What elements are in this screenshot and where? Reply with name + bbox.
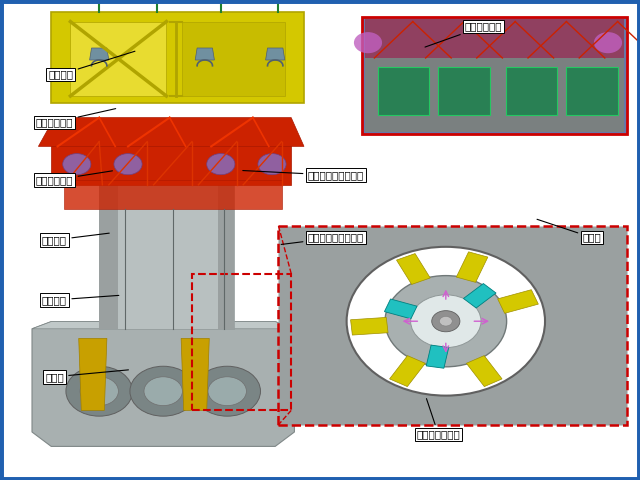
Bar: [378, 67, 429, 115]
Text: 钢管桩下部抱桩系统: 钢管桩下部抱桩系统: [281, 233, 364, 244]
Text: 剪力键: 剪力键: [537, 219, 602, 242]
Circle shape: [66, 366, 132, 416]
Circle shape: [354, 32, 382, 53]
Circle shape: [347, 247, 545, 396]
Circle shape: [207, 154, 235, 175]
Polygon shape: [397, 253, 430, 285]
Circle shape: [63, 154, 91, 175]
Text: 墩身顶紧机构: 墩身顶紧机构: [425, 22, 502, 47]
Polygon shape: [64, 180, 282, 209]
Circle shape: [144, 377, 182, 406]
Bar: [566, 67, 618, 115]
Circle shape: [594, 32, 622, 53]
Polygon shape: [51, 142, 291, 185]
Bar: [278, 226, 627, 425]
Polygon shape: [463, 284, 496, 308]
Bar: [365, 58, 624, 132]
Polygon shape: [266, 48, 285, 60]
Text: 首节墩台: 首节墩台: [42, 295, 119, 305]
Polygon shape: [32, 322, 294, 446]
Polygon shape: [90, 48, 109, 60]
Polygon shape: [218, 146, 234, 329]
Polygon shape: [38, 118, 304, 146]
Circle shape: [114, 154, 142, 175]
Polygon shape: [99, 146, 234, 329]
Polygon shape: [51, 12, 304, 103]
Bar: [365, 19, 624, 58]
Circle shape: [440, 316, 452, 326]
Circle shape: [258, 154, 286, 175]
Polygon shape: [70, 22, 166, 96]
Polygon shape: [181, 338, 209, 410]
Text: 底部承托桁架: 底部承托桁架: [36, 108, 116, 127]
Circle shape: [432, 311, 460, 332]
Circle shape: [80, 377, 118, 406]
Bar: [438, 67, 490, 115]
Polygon shape: [456, 252, 488, 282]
Polygon shape: [182, 22, 285, 96]
Bar: [506, 67, 557, 115]
Polygon shape: [385, 299, 417, 319]
Text: 吊具主梁: 吊具主梁: [48, 51, 135, 79]
Text: 钢管桩上部抱桩系统: 钢管桩上部抱桩系统: [243, 170, 364, 180]
Polygon shape: [99, 146, 118, 329]
Polygon shape: [498, 290, 538, 313]
Circle shape: [385, 276, 507, 367]
Text: 楔形块顶紧机构: 楔形块顶紧机构: [417, 398, 460, 439]
Polygon shape: [79, 338, 107, 410]
Text: 柔性吊索: 柔性吊索: [42, 233, 109, 245]
Polygon shape: [32, 322, 294, 329]
Circle shape: [130, 366, 196, 416]
Bar: [362, 17, 627, 134]
Polygon shape: [351, 317, 388, 335]
Polygon shape: [426, 345, 449, 368]
Circle shape: [208, 377, 246, 406]
Polygon shape: [390, 356, 425, 386]
Circle shape: [194, 366, 260, 416]
Bar: [192, 274, 291, 410]
Text: 三向调位机构: 三向调位机构: [36, 171, 113, 185]
Polygon shape: [195, 48, 214, 60]
Polygon shape: [467, 356, 502, 386]
Circle shape: [411, 295, 481, 348]
Text: 钢吊杆: 钢吊杆: [45, 370, 129, 382]
